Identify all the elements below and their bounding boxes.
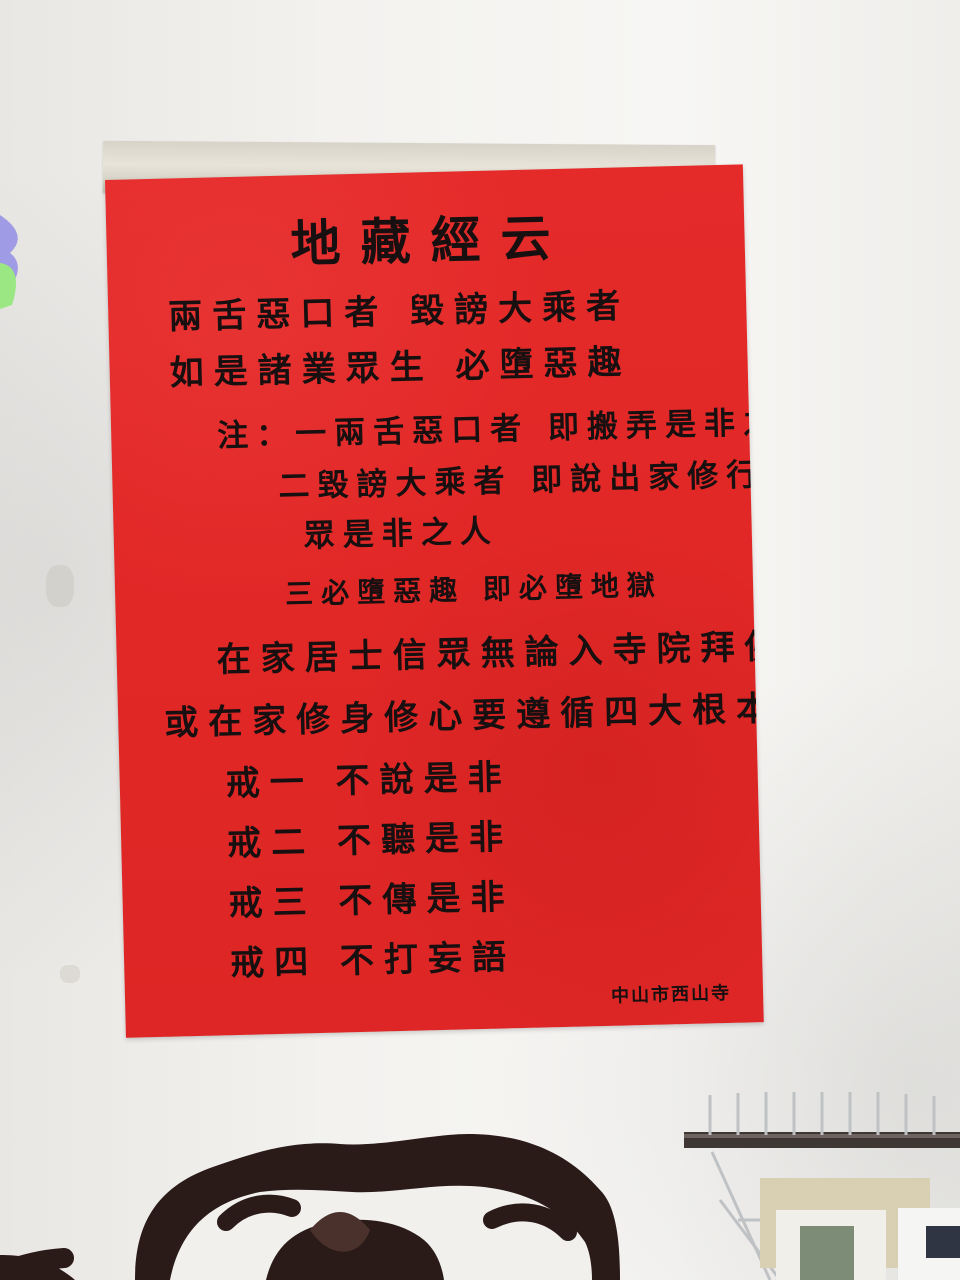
wall-stain xyxy=(60,965,80,983)
poster-line-3: 在家居士信眾無論入寺院拜佛 xyxy=(216,626,764,681)
poster-footer: 中山市西山寺 xyxy=(610,982,732,1007)
poster-title: 地藏經云 xyxy=(289,207,572,274)
poster-note-4: 三必墮惡趣 即必墮地獄 xyxy=(284,568,664,611)
wall-stain xyxy=(46,565,74,607)
poster-line-4: 或在家修身修心要遵循四大根本戒 xyxy=(163,687,764,744)
poster-note-3: 眾是非之人 xyxy=(303,513,500,555)
poster-rule-1: 戒一 不說是非 xyxy=(225,757,513,805)
red-poster: 地藏經云 兩舌惡口者 毀謗大乘者 如是諸業眾生 必墮惡趣 注：一兩舌惡口者 即搬… xyxy=(105,164,764,1038)
poster-rule-3: 戒三 不傳是非 xyxy=(228,877,515,925)
poster-rule-2: 戒二 不聽是非 xyxy=(226,817,514,865)
poster-line-1: 兩舌惡口者 毀謗大乘者 xyxy=(167,286,631,338)
ornate-chair-icon xyxy=(0,1134,620,1280)
metal-rack-icon xyxy=(684,1092,960,1280)
poster-note-1: 注：一兩舌惡口者 即搬弄是非之人 xyxy=(216,403,764,455)
poster-line-2: 如是諸業眾生 必墮惡趣 xyxy=(169,342,632,394)
poster-rule-4: 戒四 不打妄語 xyxy=(229,937,517,985)
poster-note-2: 二毀謗大乘者 即說出家修行僧 xyxy=(278,456,764,505)
leaf-decoration-icon xyxy=(0,215,18,309)
